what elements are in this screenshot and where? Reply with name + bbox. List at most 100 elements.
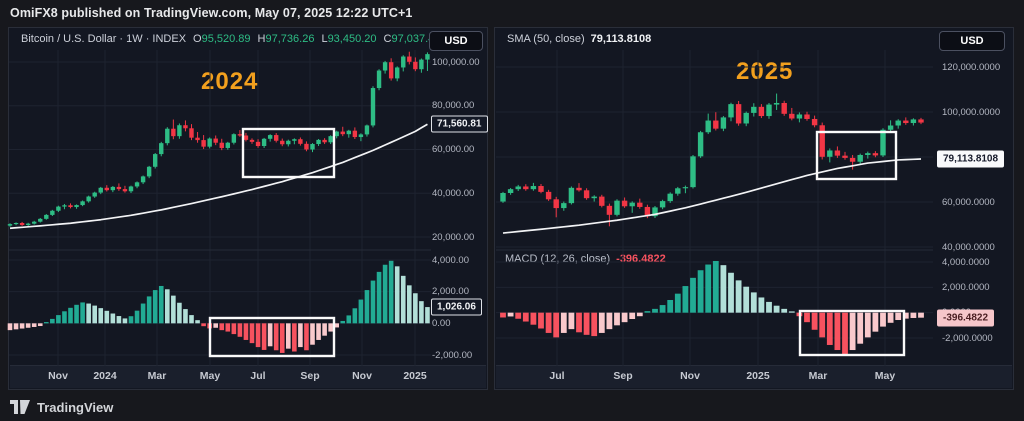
macd-bar — [116, 316, 122, 324]
macd-bar — [140, 303, 146, 324]
macd-bar — [328, 323, 333, 332]
macd-bar — [352, 308, 358, 324]
macd-bar — [735, 280, 742, 313]
macd-bar — [766, 301, 772, 313]
candle-body — [910, 119, 917, 124]
candle-body — [189, 128, 194, 138]
macd-bar — [667, 300, 674, 313]
time-axis-strip[interactable] — [496, 365, 1012, 388]
macd-bar — [334, 323, 339, 328]
macd-bar — [346, 315, 352, 324]
candle-body — [766, 104, 772, 117]
macd-bar — [842, 312, 848, 355]
macd-bar — [298, 323, 303, 348]
macd-bar — [530, 312, 537, 325]
currency-toggle-button[interactable]: USD — [939, 31, 1005, 51]
macd-bar — [591, 312, 598, 337]
candle-body — [261, 138, 267, 146]
candle-body — [153, 154, 158, 167]
candle-body — [177, 125, 182, 137]
macd-bar — [644, 311, 651, 313]
ohlc-value: 95,520.89 — [201, 33, 251, 45]
currency-toggle-button[interactable]: USD — [429, 31, 483, 51]
macd-bar — [195, 320, 200, 324]
candle-body — [128, 186, 134, 192]
candle-body — [644, 206, 651, 217]
macd-bar — [98, 308, 104, 324]
candle-body — [249, 139, 255, 142]
macd-bar — [370, 280, 376, 324]
candle-body — [614, 200, 620, 215]
macd-bar — [682, 286, 689, 313]
macd-bar — [165, 289, 170, 324]
candle-body — [146, 166, 152, 177]
ohlc-letter: L — [321, 33, 328, 45]
macd-bar — [122, 318, 128, 324]
macd-bar — [880, 312, 886, 327]
candle-body — [407, 56, 412, 62]
candle-body — [352, 130, 358, 138]
candle-body — [298, 139, 303, 144]
macd-bar — [279, 323, 285, 353]
macd-bar — [388, 260, 394, 324]
candle-body — [576, 187, 582, 191]
macd-bar — [68, 307, 73, 324]
candle-body — [286, 140, 291, 145]
macd-bar — [74, 304, 79, 324]
macd-bar — [697, 270, 704, 313]
macd-bar — [887, 312, 894, 323]
candle-body — [237, 134, 243, 136]
macd-bar — [918, 312, 924, 318]
symbol-title: Bitcoin / U.S. Dollar · 1W · INDEX — [21, 33, 187, 45]
time-axis-strip[interactable] — [10, 365, 486, 388]
macd-bar — [364, 290, 370, 324]
candle-body — [274, 135, 279, 141]
candle-body — [713, 120, 719, 129]
candle-body — [842, 155, 848, 158]
macd-bar — [273, 323, 279, 351]
macd-bar — [864, 312, 871, 338]
macd-bar — [7, 323, 13, 331]
candle-body — [140, 176, 146, 183]
candle-body — [346, 130, 351, 135]
candle-body — [56, 206, 61, 211]
macd-bar — [849, 312, 856, 351]
candle-body — [819, 125, 825, 157]
sma-value: 79,113.8108 — [590, 33, 652, 45]
candle-body — [292, 139, 297, 141]
macd-bar — [25, 323, 31, 328]
candle-body — [705, 120, 711, 133]
macd-bar — [225, 323, 231, 332]
tradingview-logo-icon — [10, 400, 30, 414]
candle-body — [880, 129, 886, 156]
highlight-box — [241, 127, 336, 179]
ohlc-letter: C — [383, 33, 392, 45]
macd-bar — [104, 310, 110, 324]
macd-bar — [340, 320, 346, 324]
candle-body — [225, 142, 230, 148]
candle-body — [104, 187, 109, 191]
candle-body — [116, 186, 122, 190]
candle-body — [697, 132, 704, 157]
candle-body — [500, 193, 506, 202]
macd-bar — [146, 296, 152, 324]
macd-bar — [261, 323, 267, 350]
tradingview-attribution[interactable]: TradingView — [10, 398, 113, 416]
candle-body — [583, 190, 590, 199]
macd-bar — [382, 264, 388, 324]
macd-bar — [237, 323, 243, 337]
macd-bar — [134, 310, 140, 324]
macd-bar — [322, 323, 327, 336]
macd-bar — [712, 260, 719, 313]
candle-body — [382, 62, 388, 71]
macd-bar — [857, 312, 864, 344]
candle-body — [395, 67, 400, 79]
candle-body — [523, 186, 529, 190]
macd-bar — [292, 323, 297, 352]
macd-bar — [743, 286, 750, 313]
candle-body — [629, 202, 635, 207]
highlight-box — [208, 316, 336, 358]
candle-body — [340, 131, 345, 135]
chart-panel-2024[interactable]: Bitcoin / U.S. Dollar · 1W · INDEX O95,52… — [8, 27, 488, 390]
